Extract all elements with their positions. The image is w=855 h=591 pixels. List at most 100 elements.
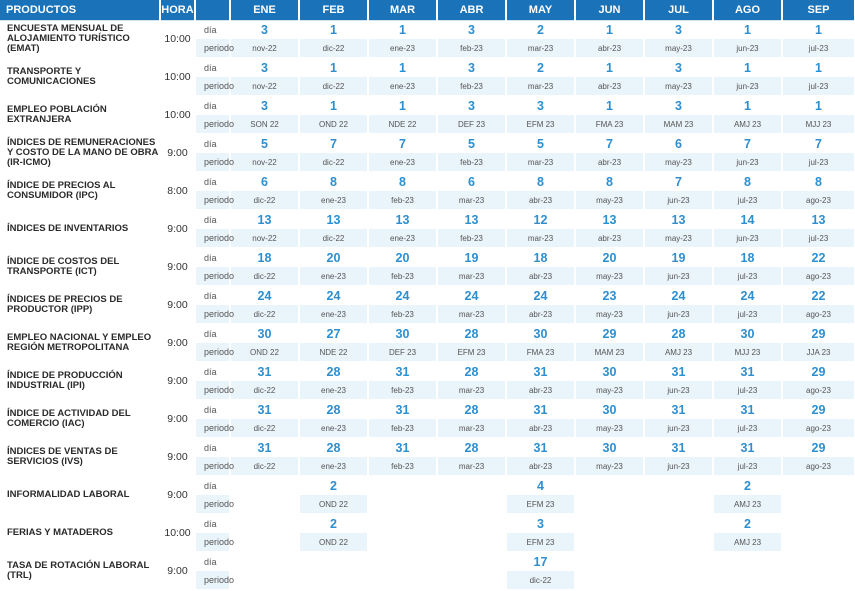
header-month: MAY	[506, 0, 576, 21]
release-day: 23	[575, 285, 645, 305]
reference-period: ago-23	[782, 191, 855, 211]
reference-period: EFM 23	[437, 343, 507, 363]
periodo-label: periodo	[195, 229, 234, 249]
release-day: 6	[437, 171, 507, 191]
release-time: 10:00	[160, 20, 196, 59]
reference-period: ago-23	[782, 305, 855, 325]
reference-period: abr-23	[575, 153, 645, 173]
release-day: 6	[230, 171, 300, 191]
table-row-periodo: periodo OND 22 NDE 22 DEF 23 EFM 23 FMA 23 MAM…	[0, 343, 855, 363]
reference-period: may-23	[575, 419, 645, 439]
release-day: 1	[299, 57, 369, 77]
reference-period: jun-23	[644, 267, 714, 287]
periodo-label: periodo	[195, 191, 234, 211]
release-day: 3	[506, 95, 576, 115]
reference-period: NDE 22	[368, 115, 438, 135]
release-day	[575, 513, 645, 533]
release-day	[437, 475, 507, 495]
reference-period: ene-23	[299, 419, 369, 439]
release-day: 28	[299, 399, 369, 419]
release-time: 9:00	[160, 323, 196, 363]
reference-period: may-23	[575, 191, 645, 211]
reference-period: MJJ 23	[782, 115, 855, 135]
release-day	[644, 551, 714, 571]
release-day: 8	[506, 171, 576, 191]
release-day: 28	[437, 399, 507, 419]
product-name: TRANSPORTE Y COMUNICACIONES	[0, 57, 161, 97]
reference-period: abr-23	[506, 191, 576, 211]
release-day: 24	[299, 285, 369, 305]
release-day: 13	[299, 209, 369, 229]
dia-label: día	[195, 57, 231, 77]
release-day: 13	[368, 209, 438, 229]
release-day: 3	[437, 95, 507, 115]
reference-period: jul-23	[713, 381, 783, 401]
reference-period: jun-23	[644, 381, 714, 401]
reference-period: mar-23	[437, 457, 507, 477]
table-row-periodo: periodo nov-22 dic-22 ene-23 feb-23 mar-23 abr…	[0, 77, 855, 97]
dia-label: día	[195, 20, 231, 39]
dia-label: día	[195, 95, 231, 115]
release-day: 5	[437, 133, 507, 153]
reference-period: nov-22	[230, 229, 300, 249]
product-name: FERIAS Y MATADEROS	[0, 513, 161, 553]
header-row: PRODUCTOS HORA ENE FEB MAR ABR MAY JUN J…	[0, 0, 855, 21]
table-row-periodo: periodo nov-22 dic-22 ene-23 feb-23 mar-23 abr…	[0, 229, 855, 249]
reference-period: dic-22	[230, 191, 300, 211]
periodo-label: periodo	[195, 77, 234, 97]
product-name: ÍNDICES DE REMUNERACIONES Y COSTO DE LA …	[0, 133, 161, 173]
release-time: 9:00	[160, 361, 196, 401]
release-day: 1	[782, 95, 855, 115]
product-name: ENCUESTA MENSUAL DE ALOJAMIENTO TURÍSTIC…	[0, 20, 161, 59]
release-day: 1	[368, 95, 438, 115]
reference-period: may-23	[575, 305, 645, 325]
reference-period: ene-23	[299, 457, 369, 477]
product-name: ÍNDICE DE PRODUCCIÓN INDUSTRIAL (IPI)	[0, 361, 161, 401]
release-day: 28	[437, 437, 507, 457]
reference-period: FMA 23	[575, 115, 645, 135]
release-day: 24	[230, 285, 300, 305]
reference-period: EFM 23	[506, 115, 576, 135]
reference-period	[575, 571, 645, 591]
release-day: 18	[230, 247, 300, 267]
release-time: 9:00	[160, 133, 196, 173]
release-day: 29	[782, 323, 855, 343]
periodo-label: periodo	[195, 419, 234, 439]
release-day: 5	[506, 133, 576, 153]
reference-period: ene-23	[368, 229, 438, 249]
reference-period: jun-23	[644, 419, 714, 439]
reference-period: jun-23	[644, 305, 714, 325]
release-day: 17	[506, 551, 576, 571]
release-day: 13	[575, 209, 645, 229]
reference-period: mar-23	[437, 381, 507, 401]
release-day: 30	[230, 323, 300, 343]
reference-period: jun-23	[713, 229, 783, 249]
release-day: 7	[299, 133, 369, 153]
table-row-periodo: periodo OND 22 EFM 23 AMJ 23	[0, 495, 855, 515]
reference-period: ene-23	[299, 381, 369, 401]
release-day: 13	[230, 209, 300, 229]
reference-period: jun-23	[713, 39, 783, 59]
release-day: 3	[506, 513, 576, 533]
release-day: 3	[644, 20, 714, 39]
dia-label: día	[195, 513, 231, 533]
reference-period: abr-23	[506, 381, 576, 401]
reference-period: dic-22	[299, 229, 369, 249]
release-day: 24	[437, 285, 507, 305]
periodo-label: periodo	[195, 39, 234, 59]
reference-period: feb-23	[437, 77, 507, 97]
periodo-label: periodo	[195, 533, 234, 553]
release-day: 3	[644, 57, 714, 77]
header-month: AGO	[713, 0, 783, 21]
release-day	[230, 551, 300, 571]
release-day: 24	[644, 285, 714, 305]
reference-period: jul-23	[713, 457, 783, 477]
table-row-periodo: periodo dic-22 ene-23 feb-23 mar-23 abr-23 may…	[0, 267, 855, 287]
reference-period: abr-23	[506, 267, 576, 287]
reference-period	[437, 495, 507, 515]
product-name: EMPLEO POBLACIÓN EXTRANJERA	[0, 95, 161, 135]
reference-period: ene-23	[299, 305, 369, 325]
release-day: 8	[782, 171, 855, 191]
header-hora: HORA	[160, 0, 196, 21]
